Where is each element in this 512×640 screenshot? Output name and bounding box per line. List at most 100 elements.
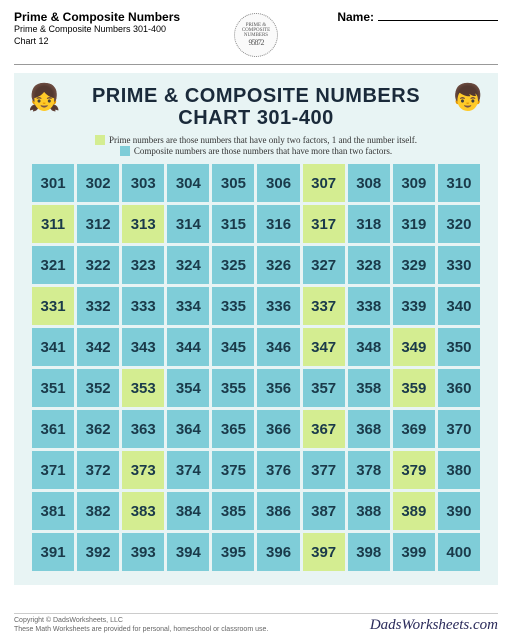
- prime-cell: 337: [303, 287, 345, 325]
- chart-header: 👧 PRIME & COMPOSITE NUMBERS CHART 301-40…: [32, 85, 480, 129]
- composite-cell: 316: [257, 205, 299, 243]
- chart-area: 👧 PRIME & COMPOSITE NUMBERS CHART 301-40…: [14, 73, 498, 585]
- composite-cell: 334: [167, 287, 209, 325]
- composite-cell: 393: [122, 533, 164, 571]
- composite-cell: 363: [122, 410, 164, 448]
- composite-cell: 398: [348, 533, 390, 571]
- copyright-text: Copyright © DadsWorksheets, LLC: [14, 617, 268, 625]
- composite-cell: 362: [77, 410, 119, 448]
- chart-title-2: CHART 301-400: [32, 107, 480, 129]
- composite-cell: 369: [393, 410, 435, 448]
- footer: Copyright © DadsWorksheets, LLC These Ma…: [14, 613, 498, 634]
- header: Prime & Composite Numbers Prime & Compos…: [14, 10, 498, 65]
- composite-cell: 357: [303, 369, 345, 407]
- composite-cell: 395: [212, 533, 254, 571]
- composite-cell: 388: [348, 492, 390, 530]
- composite-cell: 370: [438, 410, 480, 448]
- composite-cell: 385: [212, 492, 254, 530]
- composite-cell: 391: [32, 533, 74, 571]
- composite-cell: 374: [167, 451, 209, 489]
- header-badge-area: PRIME & COMPOSITE NUMBERS 95872: [226, 10, 286, 60]
- legend-prime-row: Prime numbers are those numbers that hav…: [32, 135, 480, 145]
- composite-cell: 361: [32, 410, 74, 448]
- composite-cell: 382: [77, 492, 119, 530]
- composite-cell: 341: [32, 328, 74, 366]
- composite-cell: 365: [212, 410, 254, 448]
- prime-cell: 313: [122, 205, 164, 243]
- prime-cell: 307: [303, 164, 345, 202]
- composite-cell: 338: [348, 287, 390, 325]
- composite-cell: 321: [32, 246, 74, 284]
- composite-cell: 319: [393, 205, 435, 243]
- prime-cell: 379: [393, 451, 435, 489]
- composite-cell: 325: [212, 246, 254, 284]
- chart-title-1: PRIME & COMPOSITE NUMBERS: [32, 85, 480, 107]
- composite-cell: 336: [257, 287, 299, 325]
- site-logo: DadsWorksheets.com: [370, 617, 498, 634]
- composite-cell: 327: [303, 246, 345, 284]
- composite-cell: 375: [212, 451, 254, 489]
- prime-cell: 397: [303, 533, 345, 571]
- composite-cell: 396: [257, 533, 299, 571]
- composite-cell: 310: [438, 164, 480, 202]
- name-field: Name:: [286, 10, 498, 24]
- kid-right-icon: 👦: [452, 83, 484, 113]
- composite-cell: 371: [32, 451, 74, 489]
- composite-cell: 333: [122, 287, 164, 325]
- prime-cell: 347: [303, 328, 345, 366]
- composite-cell: 344: [167, 328, 209, 366]
- composite-cell: 384: [167, 492, 209, 530]
- tagline-text: These Math Worksheets are provided for p…: [14, 626, 268, 634]
- composite-cell: 372: [77, 451, 119, 489]
- composite-cell: 314: [167, 205, 209, 243]
- composite-cell: 358: [348, 369, 390, 407]
- badge-icon: PRIME & COMPOSITE NUMBERS 95872: [234, 13, 278, 57]
- composite-cell: 312: [77, 205, 119, 243]
- prime-cell: 353: [122, 369, 164, 407]
- composite-cell: 322: [77, 246, 119, 284]
- composite-cell: 348: [348, 328, 390, 366]
- composite-cell: 303: [122, 164, 164, 202]
- composite-cell: 355: [212, 369, 254, 407]
- composite-cell: 330: [438, 246, 480, 284]
- composite-cell: 343: [122, 328, 164, 366]
- composite-cell: 304: [167, 164, 209, 202]
- composite-cell: 387: [303, 492, 345, 530]
- composite-cell: 380: [438, 451, 480, 489]
- composite-cell: 392: [77, 533, 119, 571]
- composite-cell: 318: [348, 205, 390, 243]
- composite-cell: 364: [167, 410, 209, 448]
- doc-subtitle-2: Chart 12: [14, 36, 226, 48]
- composite-cell: 381: [32, 492, 74, 530]
- composite-cell: 306: [257, 164, 299, 202]
- prime-cell: 373: [122, 451, 164, 489]
- composite-cell: 305: [212, 164, 254, 202]
- worksheet-page: Prime & Composite Numbers Prime & Compos…: [0, 0, 512, 640]
- composite-cell: 354: [167, 369, 209, 407]
- prime-cell: 367: [303, 410, 345, 448]
- composite-cell: 351: [32, 369, 74, 407]
- doc-subtitle-1: Prime & Composite Numbers 301-400: [14, 24, 226, 36]
- composite-cell: 329: [393, 246, 435, 284]
- legend: Prime numbers are those numbers that hav…: [32, 135, 480, 156]
- composite-cell: 315: [212, 205, 254, 243]
- composite-cell: 339: [393, 287, 435, 325]
- copyright-block: Copyright © DadsWorksheets, LLC These Ma…: [14, 617, 268, 634]
- composite-cell: 332: [77, 287, 119, 325]
- composite-cell: 326: [257, 246, 299, 284]
- composite-cell: 328: [348, 246, 390, 284]
- doc-title: Prime & Composite Numbers: [14, 10, 226, 24]
- composite-cell: 376: [257, 451, 299, 489]
- composite-cell: 386: [257, 492, 299, 530]
- name-blank-line: [378, 20, 498, 21]
- composite-cell: 342: [77, 328, 119, 366]
- composite-cell: 378: [348, 451, 390, 489]
- legend-composite-text: Composite numbers are those numbers that…: [134, 146, 392, 156]
- header-left: Prime & Composite Numbers Prime & Compos…: [14, 10, 226, 47]
- composite-cell: 345: [212, 328, 254, 366]
- composite-cell: 335: [212, 287, 254, 325]
- legend-prime-text: Prime numbers are those numbers that hav…: [109, 135, 417, 145]
- composite-cell: 308: [348, 164, 390, 202]
- composite-swatch: [120, 146, 130, 156]
- composite-cell: 368: [348, 410, 390, 448]
